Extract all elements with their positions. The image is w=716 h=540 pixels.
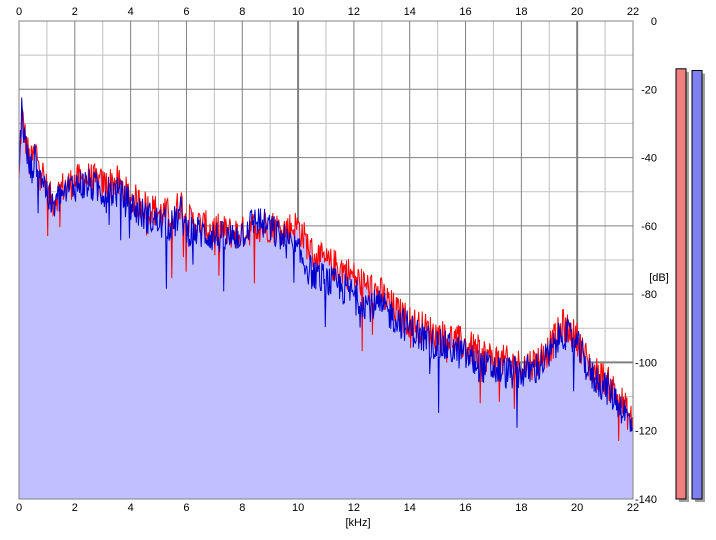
y-tick-label: -60 (641, 221, 657, 233)
y-tick-labels: 0 -20 -40 -60 -80 -100 -120 -140 (635, 16, 657, 506)
y-axis-label: [dB] (649, 272, 669, 284)
x-tick-label-top: 20 (571, 6, 583, 18)
x-tick-label-top: 6 (183, 6, 189, 18)
y-tick-label: -100 (635, 357, 657, 369)
x-tick-label-top: 8 (239, 6, 245, 18)
y-tick-label: 0 (651, 16, 657, 28)
x-tick-label-bottom: 6 (183, 502, 189, 514)
x-tick-label-top: 18 (515, 6, 527, 18)
x-tick-label-bottom: 2 (72, 502, 78, 514)
x-tick-labels-bottom: 0 2 4 6 8 10 12 14 16 18 20 22 (16, 502, 639, 514)
x-tick-label-top: 14 (404, 6, 416, 18)
x-tick-label-bottom: 0 (16, 502, 22, 514)
x-tick-label-top: 22 (627, 6, 639, 18)
x-tick-label-bottom: 22 (627, 502, 639, 514)
y-tick-label: -80 (641, 289, 657, 301)
x-tick-label-bottom: 8 (239, 502, 245, 514)
x-tick-label-bottom: 10 (292, 502, 304, 514)
level-meters (675, 68, 705, 503)
x-tick-label-bottom: 16 (459, 502, 471, 514)
meter-right-channel (691, 70, 703, 500)
y-tick-label: -20 (641, 84, 657, 96)
x-tick-label-top: 0 (16, 6, 22, 18)
y-tick-label: -120 (635, 426, 657, 438)
y-tick-label: -40 (641, 153, 657, 165)
x-tick-label-top: 16 (459, 6, 471, 18)
spectrum-series (18, 97, 634, 499)
x-tick-label-top: 12 (348, 6, 360, 18)
x-tick-label-top: 2 (72, 6, 78, 18)
x-tick-label-bottom: 4 (128, 502, 134, 514)
x-tick-labels-top: 0 2 4 6 8 10 12 14 16 18 20 22 (16, 6, 639, 18)
y-tick-label: -140 (635, 494, 657, 506)
x-tick-label-bottom: 20 (571, 502, 583, 514)
x-tick-label-bottom: 18 (515, 502, 527, 514)
plot-frame (18, 20, 634, 500)
meter-left-channel (675, 68, 687, 500)
x-tick-label-bottom: 14 (404, 502, 416, 514)
series-line-right-channel (18, 97, 634, 432)
x-tick-label-bottom: 12 (348, 502, 360, 514)
x-tick-label-top: 10 (292, 6, 304, 18)
x-axis-label: [kHz] (345, 517, 370, 529)
x-tick-label-top: 4 (128, 6, 134, 18)
